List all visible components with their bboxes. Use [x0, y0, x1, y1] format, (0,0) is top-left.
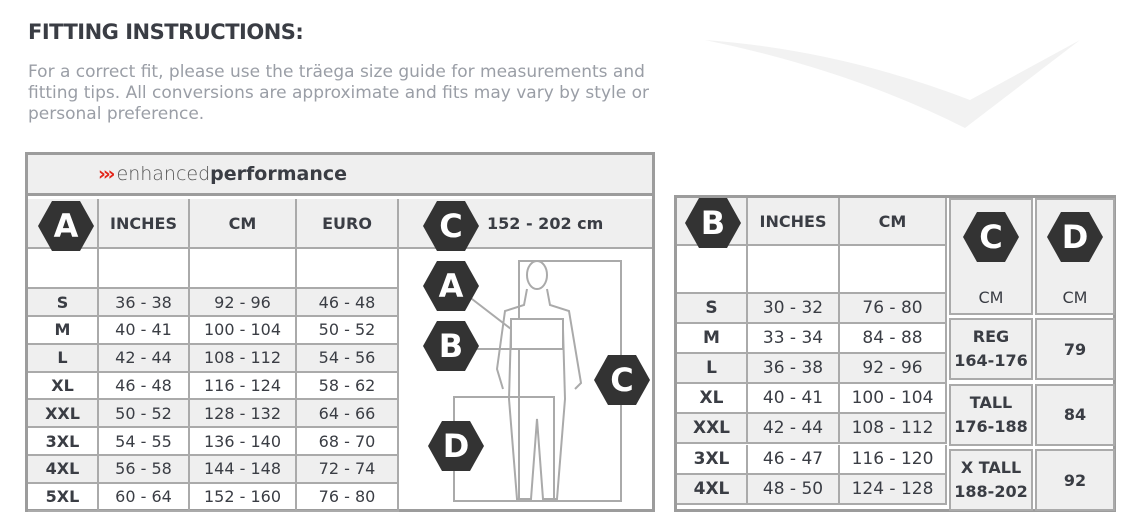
blank-cell	[840, 246, 947, 294]
figure-badge-a-icon: A	[423, 261, 479, 311]
blank-cell	[297, 249, 399, 289]
length-reg: REG 164-176	[949, 318, 1033, 380]
table-cell-euro: 64 - 66	[297, 400, 399, 429]
body-figure-diagram	[453, 260, 622, 502]
table-cell-cm: 100 - 104	[190, 316, 297, 345]
intro-text: For a correct fit, please use the träega…	[28, 62, 649, 124]
table-cell-euro: 58 - 62	[297, 372, 399, 401]
length-range: 176-188	[954, 416, 1028, 436]
table-cell-cm: 144 - 148	[190, 455, 297, 484]
length-label: X TALL	[960, 458, 1022, 477]
table-cell-cm: 108 - 112	[190, 344, 297, 373]
table-cell-euro: 76 - 80	[297, 483, 399, 512]
table-cell-euro: 72 - 74	[297, 455, 399, 484]
brand-bold: performance	[210, 163, 347, 185]
table-cell-size: XL	[677, 384, 748, 415]
women-size-table: INCHES CM B S 30 - 32 76 - 80 M 33 - 34 84 - 88 L…	[674, 195, 1116, 512]
table-cell-euro: 50 - 52	[297, 316, 399, 345]
blank-cell	[677, 246, 748, 294]
table-cell-inches: 36 - 38	[748, 354, 840, 385]
inseam-value: 79	[1035, 318, 1115, 380]
table-cell-inches: 33 - 34	[748, 324, 840, 355]
blank-cell	[28, 249, 99, 289]
table-cell-size: 3XL	[28, 428, 99, 456]
table-cell-inches: 46 - 47	[748, 444, 840, 475]
table-cell-inches: 36 - 38	[99, 289, 190, 317]
table-cell-inches: 42 - 44	[99, 344, 190, 373]
figure-badge-b-icon: B	[423, 321, 479, 371]
table-cell-size: 4XL	[677, 474, 748, 505]
table-cell-inches: 54 - 55	[99, 428, 190, 456]
table-cell-inches: 60 - 64	[99, 483, 190, 512]
table-cell-cm: 76 - 80	[840, 294, 947, 324]
table-cell-cm: 92 - 96	[190, 289, 297, 317]
men-size-table: ››› enhanced performance INCHES CM EURO A 15…	[25, 152, 655, 512]
table-cell-size: S	[28, 289, 99, 317]
table-cell-inches: 40 - 41	[748, 384, 840, 415]
badge-c-icon: C	[423, 201, 479, 251]
table-cell-inches: 46 - 48	[99, 372, 190, 401]
badge-d-icon: D	[1047, 212, 1103, 262]
blank-cell	[99, 249, 190, 289]
inseam-value: 84	[1035, 383, 1115, 446]
inseam-value: 92	[1035, 449, 1115, 511]
table-cell-size: XXL	[28, 400, 99, 429]
table-cell-size: 3XL	[677, 444, 748, 475]
col-header: CM	[190, 199, 297, 249]
table-cell-size: L	[28, 344, 99, 373]
table-cell-size: M	[677, 324, 748, 355]
table-cell-cm: 84 - 88	[840, 324, 947, 355]
length-range: 188-202	[954, 482, 1028, 501]
table-cell-inches: 48 - 50	[748, 474, 840, 505]
col-header: EURO	[297, 199, 399, 249]
length-tall: TALL 176-188	[949, 383, 1033, 446]
table-cell-cm: 152 - 160	[190, 483, 297, 512]
table-cell-cm: 128 - 132	[190, 400, 297, 429]
table-cell-inches: 50 - 52	[99, 400, 190, 429]
table-cell-inches: 42 - 44	[748, 414, 840, 445]
brand-header: ››› enhanced performance	[28, 155, 652, 196]
brand-light: enhanced	[116, 163, 211, 185]
swoosh-logo	[705, 40, 1080, 128]
table-cell-euro: 68 - 70	[297, 428, 399, 456]
table-cell-size: 4XL	[28, 455, 99, 484]
table-cell-cm: 116 - 120	[840, 444, 947, 475]
table-cell-cm: 136 - 140	[190, 428, 297, 456]
table-cell-size: L	[677, 354, 748, 385]
table-cell-cm: 100 - 104	[840, 384, 947, 415]
length-label: TALL	[969, 392, 1013, 412]
col-header: INCHES	[99, 199, 190, 249]
table-cell-euro: 46 - 48	[297, 289, 399, 317]
figure-badge-d-icon: D	[428, 421, 484, 471]
length-label: REG	[972, 327, 1010, 346]
table-cell-cm: 108 - 112	[840, 414, 947, 445]
table-cell-inches: 56 - 58	[99, 455, 190, 484]
table-cell-inches: 30 - 32	[748, 294, 840, 324]
brand-arrows: ›››	[98, 163, 115, 185]
blank-cell	[748, 246, 840, 294]
table-cell-size: XL	[28, 372, 99, 401]
table-cell-inches: 40 - 41	[99, 316, 190, 345]
col-header: INCHES	[748, 198, 840, 246]
table-cell-cm: 124 - 128	[840, 474, 947, 505]
table-cell-size: S	[677, 294, 748, 324]
table-cell-size: M	[28, 316, 99, 345]
table-cell-cm: 116 - 124	[190, 372, 297, 401]
length-range: 164-176	[954, 351, 1028, 370]
length-x-tall: X TALL 188-202	[949, 449, 1033, 511]
table-cell-euro: 54 - 56	[297, 344, 399, 373]
blank-cell	[190, 249, 297, 289]
col-header: CM	[840, 198, 947, 246]
table-cell-size: XXL	[677, 414, 748, 445]
table-cell-cm: 92 - 96	[840, 354, 947, 385]
page-title: FITTING INSTRUCTIONS:	[28, 20, 304, 44]
table-cell-size: 5XL	[28, 483, 99, 512]
